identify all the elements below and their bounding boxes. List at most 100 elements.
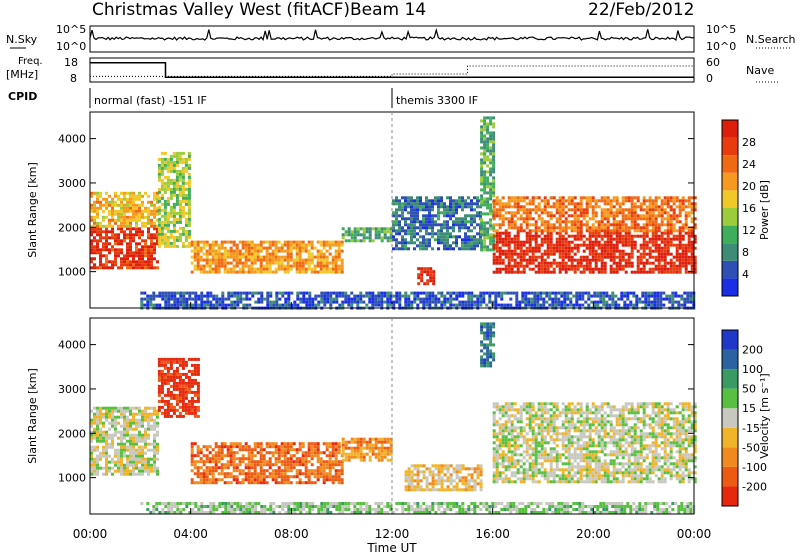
heatmap-cell	[486, 200, 490, 204]
heatmap-cell	[229, 472, 233, 476]
heatmap-cell	[663, 199, 667, 203]
heatmap-cell	[483, 203, 487, 207]
heatmap-cell	[654, 243, 658, 247]
heatmap-cell	[618, 229, 622, 233]
heatmap-cell	[232, 463, 236, 467]
heatmap-cell	[190, 240, 194, 244]
heatmap-cell	[648, 214, 652, 218]
heatmap-cell	[419, 199, 422, 203]
heatmap-cell	[449, 199, 452, 203]
heatmap-cell	[284, 303, 288, 307]
heatmap-cell	[684, 249, 688, 253]
heatmap-cell	[434, 196, 437, 200]
heatmap-cell	[495, 258, 499, 262]
heatmap-cell	[531, 258, 535, 262]
heatmap-cell	[289, 448, 293, 452]
heatmap-cell	[114, 418, 117, 422]
heatmap-cell	[479, 235, 482, 239]
heatmap-cell	[671, 291, 675, 295]
heatmap-cell	[102, 263, 105, 267]
heatmap-cell	[172, 408, 176, 412]
heatmap-cell	[147, 209, 150, 213]
heatmap-cell	[90, 469, 93, 473]
heatmap-cell	[268, 460, 272, 464]
heatmap-cell	[129, 251, 132, 255]
heatmap-cell	[498, 231, 502, 235]
heatmap-cell	[208, 249, 212, 253]
heatmap-cell	[672, 243, 676, 247]
heatmap-cell	[495, 211, 499, 215]
heatmap-cell	[546, 205, 550, 209]
heatmap-cell	[302, 294, 306, 298]
heatmap-cell	[582, 196, 586, 200]
heatmap-cell	[241, 481, 245, 485]
heatmap-cell	[307, 267, 311, 271]
heatmap-cell	[657, 255, 661, 259]
heatmap-cell	[486, 248, 490, 252]
heatmap-cell	[232, 454, 236, 458]
heatmap-cell	[600, 217, 604, 221]
heatmap-cell	[244, 246, 248, 250]
heatmap-cell	[238, 258, 242, 262]
heatmap-cell	[200, 297, 204, 301]
heatmap-cell	[525, 252, 529, 256]
heatmap-cell	[120, 197, 123, 201]
heatmap-cell	[120, 206, 123, 210]
heatmap-cell	[660, 223, 664, 227]
heatmap-cell	[416, 202, 419, 206]
heatmap-cell	[353, 236, 357, 240]
heatmap-cell	[657, 234, 661, 238]
heatmap-cell	[223, 472, 227, 476]
heatmap-cell	[555, 199, 559, 203]
heatmap-cell	[600, 249, 604, 253]
heatmap-cell	[268, 270, 272, 274]
heatmap-cell	[693, 217, 697, 221]
heatmap-cell	[208, 258, 212, 262]
heatmap-cell	[194, 300, 198, 304]
heatmap-cell	[672, 217, 676, 221]
heatmap-cell	[289, 264, 293, 268]
heatmap-cell	[157, 166, 161, 170]
heatmap-cell	[510, 199, 514, 203]
heatmap-cell	[591, 214, 595, 218]
heatmap-cell	[663, 229, 667, 233]
heatmap-cell	[671, 303, 675, 307]
heatmap-cell	[663, 240, 667, 244]
heatmap-cell	[458, 300, 462, 304]
heatmap-cell	[663, 243, 667, 247]
heatmap-cell	[108, 436, 111, 440]
heatmap-cell	[675, 246, 679, 250]
heatmap-cell	[99, 436, 102, 440]
heatmap-cell	[546, 237, 550, 241]
heatmap-cell	[199, 255, 203, 259]
heatmap-cell	[483, 227, 487, 231]
heatmap-cell	[540, 217, 544, 221]
heatmap-cell	[531, 252, 535, 256]
heatmap-cell	[365, 294, 369, 298]
heatmap-cell	[480, 128, 484, 132]
heatmap-cell	[606, 199, 610, 203]
heatmap-cell	[492, 149, 496, 153]
heatmap-cell	[108, 409, 111, 413]
heatmap-cell	[178, 238, 182, 242]
heatmap-cell	[156, 469, 159, 473]
heatmap-cell	[202, 252, 206, 256]
heatmap-cell	[684, 231, 688, 235]
heatmap-cell	[398, 220, 401, 224]
heatmap-cell	[633, 196, 637, 200]
heatmap-cell	[516, 237, 520, 241]
heatmap-cell	[639, 258, 643, 262]
heatmap-cell	[483, 140, 487, 144]
heatmap-cell	[132, 233, 135, 237]
heatmap-cell	[558, 202, 562, 206]
heatmap-cell	[608, 294, 612, 298]
heatmap-cell	[235, 445, 239, 449]
heatmap-cell	[181, 214, 185, 218]
heatmap-cell	[639, 202, 643, 206]
heatmap-cell	[558, 217, 562, 221]
heatmap-cell	[153, 421, 156, 425]
heatmap-cell	[105, 406, 108, 410]
heatmap-cell	[624, 261, 628, 265]
heatmap-cell	[341, 236, 345, 240]
heatmap-cell	[479, 291, 483, 295]
